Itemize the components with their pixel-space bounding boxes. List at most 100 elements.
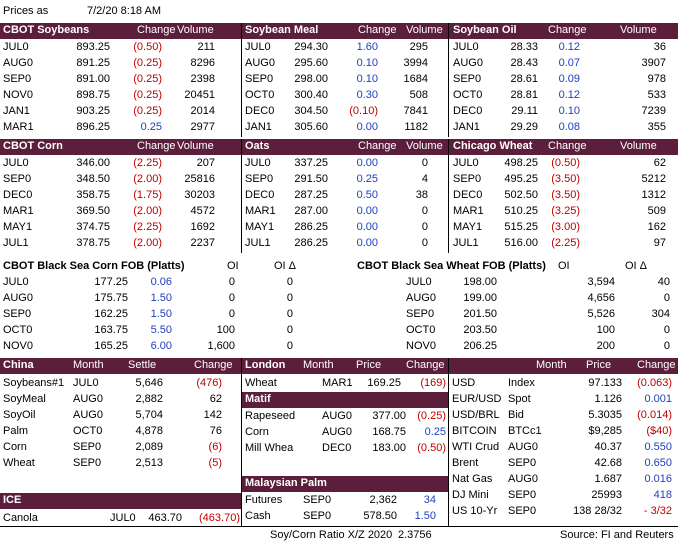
right-month: Index <box>508 377 535 389</box>
oats-price: 337.25 <box>294 157 328 169</box>
oil-change: 0.09 <box>558 73 580 85</box>
bs-wheat-oi: 3,594 <box>587 276 615 288</box>
matif-month: AUG0 <box>322 410 352 422</box>
prices-as-label: Prices as <box>3 5 49 17</box>
oats-volume: 38 <box>415 189 428 201</box>
bs-corn-oid: 0 <box>286 340 293 352</box>
wheat-month: DEC0 <box>453 189 483 201</box>
meal-change: 1.60 <box>356 41 378 53</box>
oil-price: 28.43 <box>510 57 538 69</box>
oil-change: 0.12 <box>558 41 580 53</box>
oil-price: 28.61 <box>510 73 538 85</box>
right-month: Spot <box>508 393 531 405</box>
corn-price: 374.75 <box>76 221 110 233</box>
bs-wheat-oid: 0 <box>663 340 670 352</box>
soybeans-month: SEP0 <box>3 73 32 85</box>
column-divider <box>241 23 242 137</box>
bs-corn-month: OCT0 <box>3 324 33 336</box>
corn-change: (2.00) <box>133 205 162 217</box>
bs-wheat-price: 203.50 <box>463 324 497 336</box>
china-month: AUG0 <box>73 409 103 421</box>
matif-change: 0.25 <box>424 426 446 438</box>
soybeans-price: 891.00 <box>76 73 110 85</box>
right-price: 5.3035 <box>588 409 622 421</box>
palm-title: Malaysian Palm <box>245 477 327 489</box>
ice-price: 463.70 <box>148 512 182 524</box>
bs-corn-price: 165.25 <box>94 340 128 352</box>
london-month-header: Month <box>303 359 334 371</box>
bs-corn-oid: 0 <box>286 276 293 288</box>
meal-price: 298.00 <box>294 73 328 85</box>
bs-wheat-price: 199.00 <box>463 292 497 304</box>
soybeans-month: JUL0 <box>3 41 29 53</box>
bs-wheat-oi-header: OI <box>558 260 570 272</box>
right-instrument: Nat Gas <box>452 473 493 485</box>
corn-change-header: Change <box>137 140 176 152</box>
china-change: (6) <box>208 441 222 453</box>
oil-volume: 533 <box>647 89 666 101</box>
wheat-price: 498.25 <box>504 157 538 169</box>
corn-price: 358.75 <box>76 189 110 201</box>
matif-commodity: Mill Whea <box>245 442 294 454</box>
oil-price: 29.11 <box>511 105 538 117</box>
matif-commodity: Rapeseed <box>245 410 296 422</box>
corn-month: MAR1 <box>3 205 34 217</box>
london-commodity: Wheat <box>245 377 277 389</box>
bs-wheat-month: AUG0 <box>406 292 436 304</box>
wheat-volume: 5212 <box>641 173 666 185</box>
right-month: AUG0 <box>508 473 538 485</box>
palm-commodity: Futures <box>245 494 283 506</box>
meal-price: 295.60 <box>294 57 328 69</box>
t2-header <box>0 139 678 155</box>
bs-corn-month: AUG0 <box>3 292 33 304</box>
matif-commodity: Corn <box>245 426 269 438</box>
bs-wheat-price: 206.25 <box>463 340 497 352</box>
corn-month: DEC0 <box>3 189 33 201</box>
meal-change: (0.10) <box>349 105 378 117</box>
china-month: SEP0 <box>73 457 102 469</box>
bs-corn-change: 0.06 <box>150 276 172 288</box>
oats-change: 0.50 <box>356 189 378 201</box>
palm-change: 1.50 <box>414 510 436 522</box>
corn-volume: 30203 <box>184 189 215 201</box>
oats-volume: 0 <box>421 157 428 169</box>
oats-price: 287.25 <box>294 189 328 201</box>
china-settle: 5,704 <box>135 409 163 421</box>
right-instrument: US 10-Yr <box>452 505 498 517</box>
soybeans-change: (0.25) <box>133 73 162 85</box>
china-commodity: Palm <box>3 425 29 437</box>
soybeans-change: 0.25 <box>140 121 162 133</box>
london-change: (169) <box>420 377 446 389</box>
bs-wheat-oid: 304 <box>651 308 670 320</box>
ice-header <box>0 493 241 509</box>
oats-change: 0.00 <box>356 205 378 217</box>
meal-month: SEP0 <box>245 73 274 85</box>
china-month: SEP0 <box>73 441 102 453</box>
source-note: Source: FI and Reuters <box>560 529 674 541</box>
meal-volume: 508 <box>409 89 428 101</box>
bs-wheat-oi: 200 <box>596 340 615 352</box>
meal-change-header: Change <box>358 24 397 36</box>
china-change-header: Change <box>194 359 233 371</box>
oil-month: JAN1 <box>453 121 480 133</box>
soybeans-change: (0.50) <box>133 41 162 53</box>
oil-volume: 355 <box>647 121 666 133</box>
palm-month: SEP0 <box>303 494 332 506</box>
bs-corn-oid-header: OI Δ <box>274 260 297 272</box>
bs-corn-price: 162.25 <box>94 308 128 320</box>
china-commodity: SoyOil <box>3 409 36 421</box>
soybeans-volume: 2398 <box>190 73 215 85</box>
wheat-month: JUL0 <box>453 157 479 169</box>
matif-price: 377.00 <box>372 410 406 422</box>
wheat-volume-header: Volume <box>620 140 657 152</box>
column-divider <box>448 358 449 526</box>
soybeans-price: 896.25 <box>76 121 110 133</box>
china-header <box>0 358 241 374</box>
bs-corn-change: 1.50 <box>150 292 172 304</box>
meal-month: JAN1 <box>245 121 272 133</box>
china-commodity: Corn <box>3 441 27 453</box>
meal-month: JUL0 <box>245 41 271 53</box>
right-instrument: WTI Crud <box>452 441 500 453</box>
wheat-change-header: Change <box>548 140 587 152</box>
london-price: 169.25 <box>367 377 401 389</box>
